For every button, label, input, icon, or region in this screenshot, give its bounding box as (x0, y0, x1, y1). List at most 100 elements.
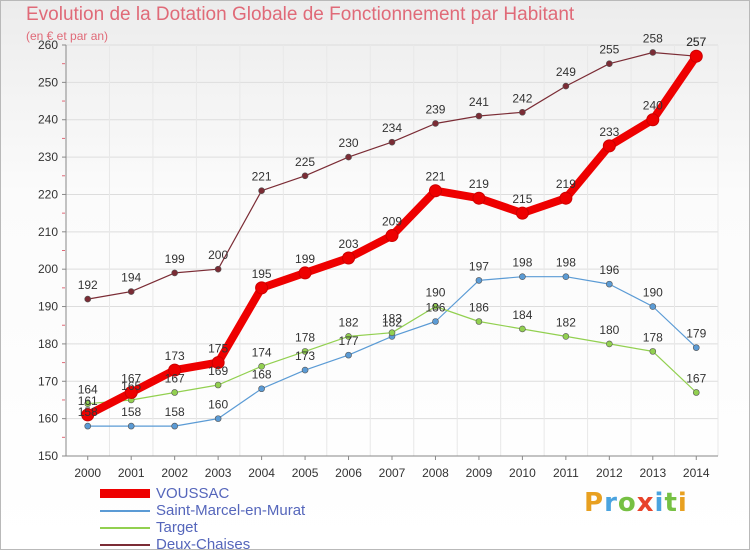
data-label: 221 (425, 170, 445, 184)
data-point (692, 389, 700, 396)
data-label: 167 (686, 371, 706, 385)
x-tick-label: 2001 (118, 466, 145, 480)
data-point (388, 138, 396, 146)
legend-item: Deux-Chaises (100, 536, 305, 553)
data-label: 164 (78, 383, 98, 397)
data-point (385, 229, 399, 243)
data-point (562, 273, 570, 280)
data-point (301, 348, 309, 355)
data-point (562, 333, 570, 340)
data-point (171, 422, 178, 430)
data-label: 167 (121, 371, 141, 385)
data-label: 183 (382, 312, 402, 326)
data-label: 258 (643, 31, 663, 45)
x-tick-label: 2010 (509, 466, 536, 480)
data-label: 241 (469, 95, 489, 109)
legend-item: Saint-Marcel-en-Murat (100, 502, 305, 519)
data-point (255, 281, 269, 295)
data-label: 190 (425, 286, 445, 300)
data-point (475, 277, 483, 284)
legend-item: Target (100, 519, 305, 536)
data-point (171, 269, 178, 277)
legend-label: VOUSSAC (156, 485, 230, 502)
data-label: 198 (512, 256, 532, 270)
y-tick-label: 180 (38, 337, 58, 351)
y-tick-label: 210 (38, 225, 58, 239)
data-label: 233 (599, 125, 619, 139)
data-label: 158 (78, 405, 98, 419)
logo-letter: r (604, 488, 618, 518)
data-point (342, 251, 356, 265)
data-point (432, 318, 439, 325)
data-label: 161 (78, 394, 98, 408)
legend-item: VOUSSAC (100, 485, 305, 502)
data-label: 174 (252, 345, 272, 359)
data-point (519, 108, 526, 116)
data-point (649, 348, 657, 355)
data-label: 186 (425, 300, 445, 314)
data-label: 215 (512, 192, 532, 206)
data-point (84, 295, 92, 303)
data-label: 184 (512, 308, 532, 322)
data-label: 160 (208, 398, 228, 412)
data-label: 173 (165, 349, 185, 363)
logo-letter: o (617, 488, 637, 518)
data-label: 219 (556, 177, 576, 191)
data-label: 158 (121, 405, 141, 419)
data-label: 182 (556, 315, 576, 329)
data-point (432, 303, 439, 310)
y-tick-label: 220 (38, 187, 58, 201)
data-point (606, 60, 613, 67)
data-label: 219 (469, 177, 489, 191)
x-tick-label: 2007 (379, 466, 406, 480)
data-point (84, 400, 92, 407)
proxiti-logo: Proxiti (584, 488, 688, 518)
data-point (345, 351, 352, 359)
data-point (301, 366, 309, 374)
data-label: 158 (165, 405, 185, 419)
data-labels: 158 158 158 160 168 173 177 182 186 197 198 198 196 1… (78, 31, 707, 419)
data-point (475, 318, 483, 325)
data-point (692, 344, 700, 351)
data-label: 197 (469, 259, 489, 273)
data-label: 175 (208, 342, 228, 356)
legend-swatch (100, 489, 150, 498)
legend-label: Deux-Chaises (156, 536, 251, 553)
x-tick-label: 2009 (466, 466, 493, 480)
x-tick-label: 2004 (248, 466, 275, 480)
data-point (559, 191, 573, 205)
x-tick-label: 2011 (553, 466, 579, 480)
data-point (81, 408, 95, 422)
data-label: 209 (382, 215, 402, 229)
x-tick-label: 2008 (422, 466, 449, 480)
y-tick-label: 160 (38, 412, 58, 426)
data-point (472, 191, 486, 205)
data-label: 255 (599, 43, 619, 57)
data-label: 239 (425, 102, 445, 116)
data-label: 173 (295, 349, 315, 363)
y-tick-label: 170 (38, 374, 58, 388)
data-label: 196 (599, 263, 619, 277)
data-point (214, 415, 222, 422)
x-tick-label: 2003 (205, 466, 232, 480)
data-label: 257 (686, 35, 706, 49)
data-point (124, 385, 138, 399)
data-point (258, 385, 265, 393)
logo-letter: t (664, 488, 678, 518)
x-tick-label: 2002 (161, 466, 188, 480)
data-point (345, 333, 352, 340)
logo-letter: i (654, 488, 665, 518)
data-label: 167 (165, 371, 185, 385)
data-label: 221 (252, 170, 272, 184)
chart-subtitle: (en € et par an) (26, 29, 109, 43)
data-label: 257 (686, 35, 706, 49)
data-point (602, 139, 616, 153)
y-tick-label: 230 (38, 150, 58, 164)
chart-title: Evolution de la Dotation Globale de Fonc… (26, 4, 575, 25)
data-point (519, 273, 526, 280)
data-label: 230 (339, 136, 359, 150)
logo-letter: i (677, 488, 688, 518)
x-tick-label: 2014 (683, 466, 710, 480)
